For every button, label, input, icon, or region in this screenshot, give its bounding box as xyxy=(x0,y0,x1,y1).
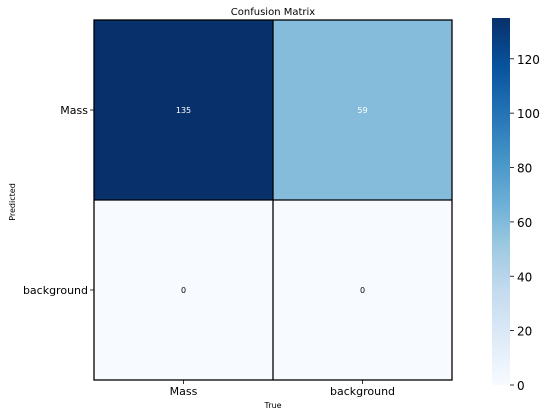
heatmap-cell-labels: 135 59 0 0 xyxy=(176,106,368,295)
y-tick-label: Mass xyxy=(60,104,88,117)
colorbar-tick-label: 0 xyxy=(517,379,525,393)
colorbar xyxy=(492,18,510,385)
y-axis-label: Predicted xyxy=(8,183,17,221)
cell-value-label: 0 xyxy=(181,286,186,295)
x-axis-ticks: Mass background xyxy=(170,380,395,398)
heatmap-cell xyxy=(94,200,273,380)
x-tick-label: Mass xyxy=(170,385,198,398)
heatmap-cell xyxy=(273,200,452,380)
chart-title: Confusion Matrix xyxy=(231,7,315,18)
y-tick-label: background xyxy=(23,284,88,297)
cell-value-label: 59 xyxy=(357,106,367,115)
cell-value-label: 0 xyxy=(360,286,365,295)
colorbar-tick-label: 20 xyxy=(517,325,532,339)
heatmap-cell xyxy=(94,20,273,200)
colorbar-tick-label: 60 xyxy=(517,216,532,230)
heatmap-cell xyxy=(273,20,452,200)
colorbar-tick-label: 40 xyxy=(517,270,532,284)
heatmap-borders xyxy=(93,19,453,381)
colorbar-tick-label: 100 xyxy=(517,107,540,121)
y-axis-ticks: Mass background xyxy=(23,104,94,297)
x-tick-label: background xyxy=(330,385,395,398)
colorbar-ticks: 0 20 40 60 80 100 120 xyxy=(510,53,540,393)
cell-value-label: 135 xyxy=(176,106,191,115)
heatmap-cells xyxy=(94,20,452,380)
x-axis-label: True xyxy=(264,401,282,410)
colorbar-tick-label: 80 xyxy=(517,162,532,176)
colorbar-tick-label: 120 xyxy=(517,53,540,67)
